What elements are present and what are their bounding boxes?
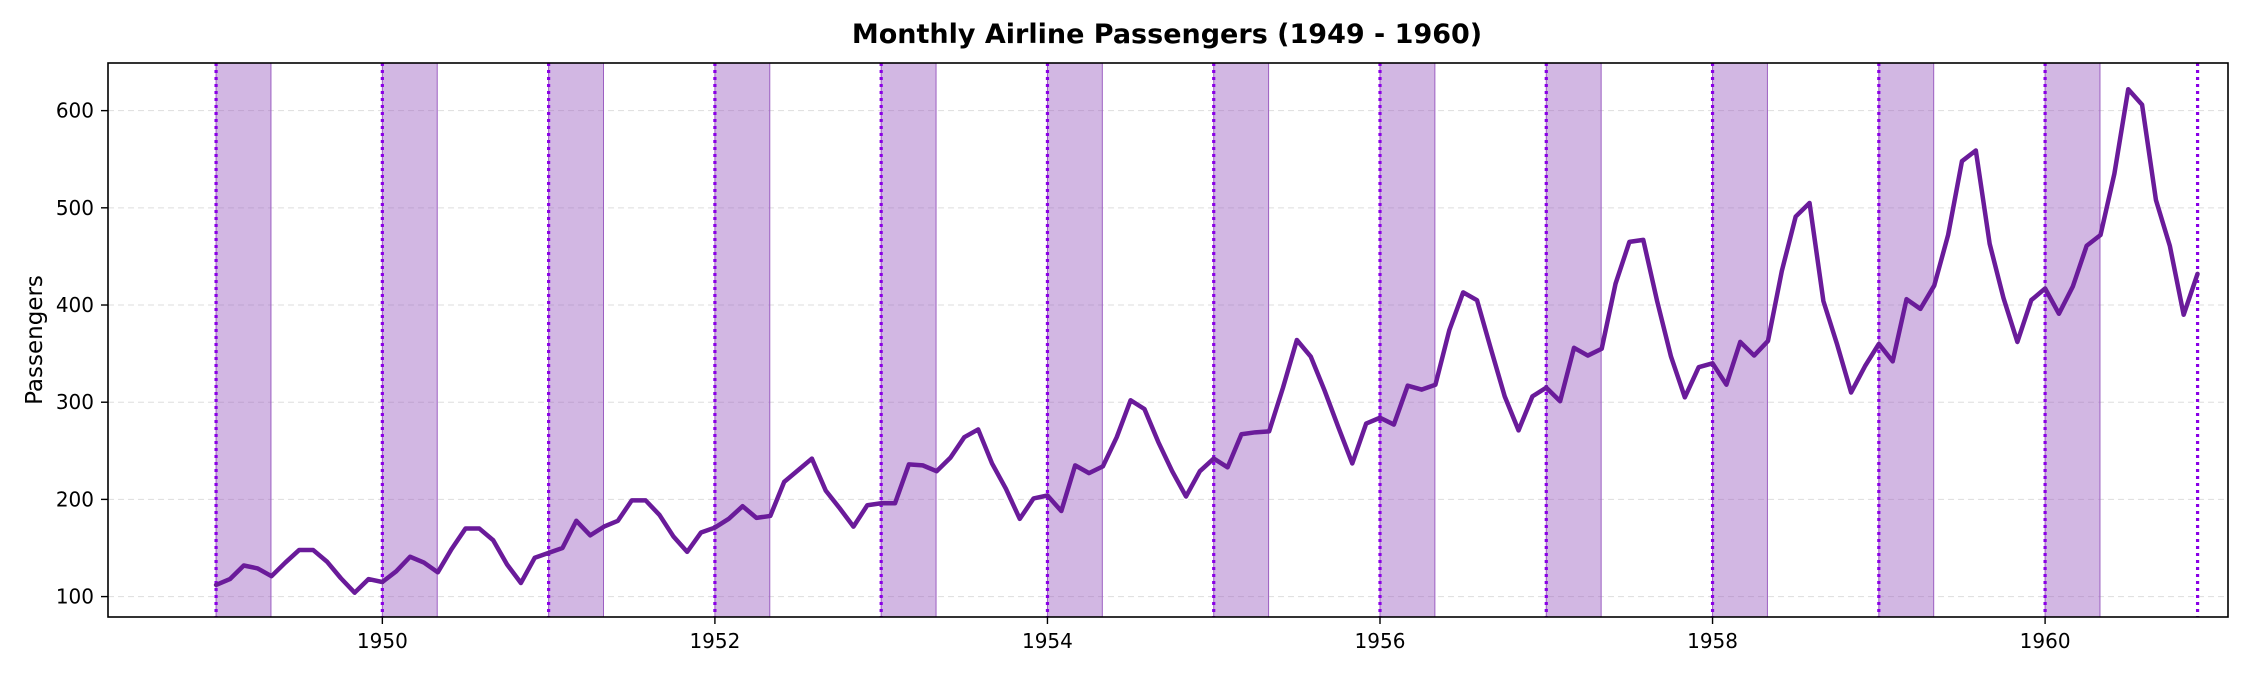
shaded-span [1545, 62, 1602, 618]
x-tick-label: 1950 [357, 629, 408, 653]
x-tick-label: 1960 [2020, 629, 2071, 653]
x-tick-label: 1958 [1687, 629, 1738, 653]
y-tick-label: 200 [56, 487, 94, 511]
y-tick-label: 500 [56, 196, 94, 220]
x-axis: 1950 1952 1954 1956 1958 1960 [357, 617, 2071, 653]
plot-frame [107, 62, 2229, 618]
series-layer [213, 86, 2200, 595]
y-tick-label: 600 [56, 99, 94, 123]
y-axis-label: Passengers [22, 275, 48, 405]
grid-lines [108, 110, 2228, 598]
y-tick-label: 400 [56, 293, 94, 317]
shaded-span [1046, 62, 1103, 618]
year-boundary-lines [214, 63, 2200, 617]
series-line [213, 86, 2200, 595]
shaded-spans [215, 62, 2101, 618]
y-tick-label: 300 [56, 390, 94, 414]
chart-title: Monthly Airline Passengers (1949 - 1960) [852, 19, 1482, 50]
shaded-span [215, 62, 272, 618]
shaded-span [1878, 62, 1935, 618]
x-tick-label: 1956 [1355, 629, 1406, 653]
shaded-span [1379, 62, 1436, 618]
shaded-span [2044, 62, 2101, 618]
shaded-span [1213, 62, 1270, 618]
shaded-span [381, 62, 438, 618]
shaded-span [714, 62, 771, 618]
y-tick-label: 100 [56, 585, 94, 609]
y-axis: 100 200 300 400 500 600 [56, 99, 108, 609]
x-tick-label: 1952 [689, 629, 740, 653]
x-tick-label: 1954 [1022, 629, 1073, 653]
shaded-span [880, 62, 937, 618]
